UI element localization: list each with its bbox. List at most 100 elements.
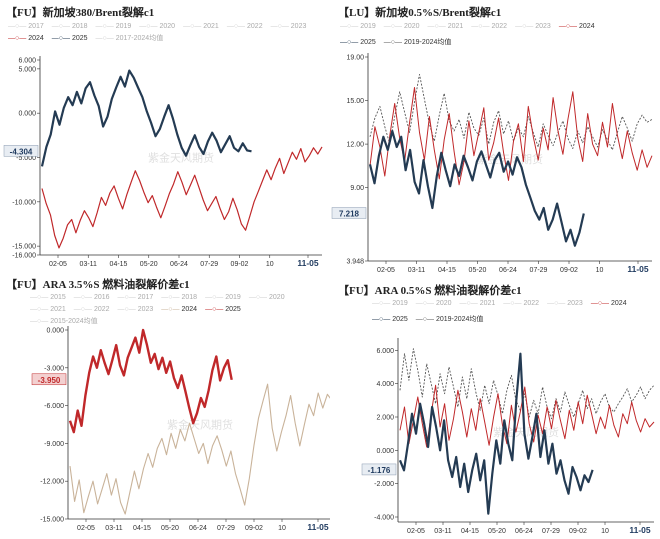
watermark: 紫金天风期货 [148,151,214,165]
legend-label: 2020 [159,23,176,30]
y-tick-label: 0.000 [18,111,36,118]
legend-marker-icon: —○— [51,35,72,42]
legend-item[interactable]: —○— 2019 [96,21,132,33]
legend-marker-icon: —○— [73,294,94,301]
legend-item[interactable]: —○— 2016 [74,292,110,304]
legend-marker-icon: —○— [226,23,248,30]
legend-item[interactable]: —○— 2024 [591,296,627,312]
legend-item[interactable]: —○— 2017 [8,21,44,33]
legend-label: 2019 [115,23,132,30]
legend-item[interactable]: —○— 2019 [205,292,241,304]
legend-item[interactable]: —○— 2022 [471,19,507,35]
last-value-label: -3.950 [38,376,61,385]
y-tick-label: 0.000 [46,328,64,335]
legend-marker-icon: —○— [161,294,182,301]
legend-item[interactable]: —○— 2024 [559,19,595,35]
chart-title: 【FU】ARA 3.5%S 燃料油裂解价差c1 [6,279,190,291]
x-tick-label: 10 [596,267,604,274]
chart-panel-ara35: 【FU】ARA 3.5%S 燃料油裂解价差c1 —○— 2015 —○— 2016… [0,272,330,539]
last-value-badge [361,463,397,476]
legend-marker-icon: —○— [117,306,138,313]
x-tick-label: 03-11 [408,267,425,274]
legend-item[interactable]: —○— 2023 [547,296,583,312]
legend-item[interactable]: —○— 2020 [416,296,452,312]
legend-label: 2024 [181,306,198,313]
legend-item[interactable]: —○— 2025 [372,312,408,328]
legend-item[interactable]: —○— 2019 [372,296,408,312]
x-tick-label: 06-24 [189,525,207,532]
x-tick-label: 05-20 [469,267,487,274]
series-line-2024 [41,146,323,249]
y-tick-label: -12.000 [40,479,64,486]
series-line-2025 [68,328,233,434]
legend-label: 2023 [535,23,551,30]
legend-marker-icon: —○— [73,306,94,313]
legend-item[interactable]: —○— 2022 [503,296,539,312]
x-tick-label: 02-05 [407,528,425,535]
legend-label: 2019 [392,300,408,307]
legend-marker-icon: —○— [558,23,580,30]
legend-item[interactable]: —○— 2022 [227,21,263,33]
legend-item[interactable]: —○— 2020 [139,21,175,33]
legend-item[interactable]: —○— 2017 [118,292,154,304]
legend-item[interactable]: —○— 2023 [118,304,154,316]
legend-marker-icon: —○— [8,35,29,42]
legend-item[interactable]: —○— 2024 [8,33,44,45]
x-tick-label: 07-29 [530,267,548,274]
legend-item[interactable]: —○— 2021 [460,296,496,312]
legend-item[interactable]: —○— 2025 [205,304,241,316]
y-tick-label: 12.00 [346,142,364,149]
legend-label: 2019 [225,294,241,301]
legend-item[interactable]: —○— 2020 [249,292,285,304]
x-tick-label: 04-15 [438,267,456,274]
y-tick-label: 3.948 [346,259,364,266]
legend-item[interactable]: —○— 2022 [74,304,110,316]
x-tick-label: 11-05 [629,525,651,535]
legend-item[interactable]: —○— 2023 [271,21,307,33]
legend-item[interactable]: —○— 2015-2024均值 [30,316,98,328]
legend-label: 2020 [435,300,452,307]
legend-item[interactable]: —○— 2024 [161,304,197,316]
legend-label: 2022 [93,306,110,313]
legend-marker-icon: —○— [8,23,29,30]
last-value-badge [31,373,67,386]
legend-item[interactable]: —○— 2025 [340,35,376,51]
legend-marker-icon: —○— [117,294,138,301]
chart-plot: 6.000 4.000 2.000 0.000 -2.000 -4.000 02-05 03-… [361,338,655,535]
legend-item[interactable]: —○— 2025 [52,33,88,45]
legend-marker-icon: —○— [183,23,204,30]
series-line-2024 [369,87,653,186]
x-tick-label: 10 [601,528,609,535]
y-tick-label: -15.000 [12,244,36,251]
legend-item[interactable]: —○— 2018 [52,21,88,33]
legend-label: 2021 [203,23,219,30]
legend-item[interactable]: —○— 2019-2024均值 [416,312,484,328]
y-tick-label: -3.000 [44,365,64,372]
legend-marker-icon: —○— [547,300,568,307]
x-tick-label: 05-20 [488,528,506,535]
legend-marker-icon: —○— [248,294,270,301]
legend-item[interactable]: —○— 2020 [384,19,420,35]
series-line-2024 [69,383,330,515]
legend-marker-icon: —○— [30,306,51,313]
legend-item[interactable]: —○— 2019-2024均值 [384,35,452,51]
legend-item[interactable]: —○— 2023 [515,19,551,35]
legend-label: 2025 [392,316,408,323]
chart-title: 【FU】新加坡380/Brent裂解c1 [6,7,155,19]
x-tick-label: 04-15 [133,525,151,532]
legend-item[interactable]: —○— 2019 [340,19,376,35]
legend-label: 2024 [28,35,44,42]
legend-item[interactable]: —○— 2015 [30,292,66,304]
x-tick-label: 05-20 [161,525,179,532]
legend-marker-icon: —○— [95,23,116,30]
x-tick-label: 02-05 [377,267,395,274]
legend-item[interactable]: —○— 2017-2024均值 [96,33,164,45]
series-line-2025 [398,352,594,515]
last-value-label: -4.304 [10,147,33,156]
legend-item[interactable]: —○— 2021 [428,19,464,35]
legend-item[interactable]: —○— 2021 [183,21,219,33]
x-tick-label: 03-11 [105,525,122,532]
legend-item[interactable]: —○— 2021 [30,304,66,316]
legend-item[interactable]: —○— 2018 [161,292,197,304]
legend-marker-icon: —○— [471,23,492,30]
